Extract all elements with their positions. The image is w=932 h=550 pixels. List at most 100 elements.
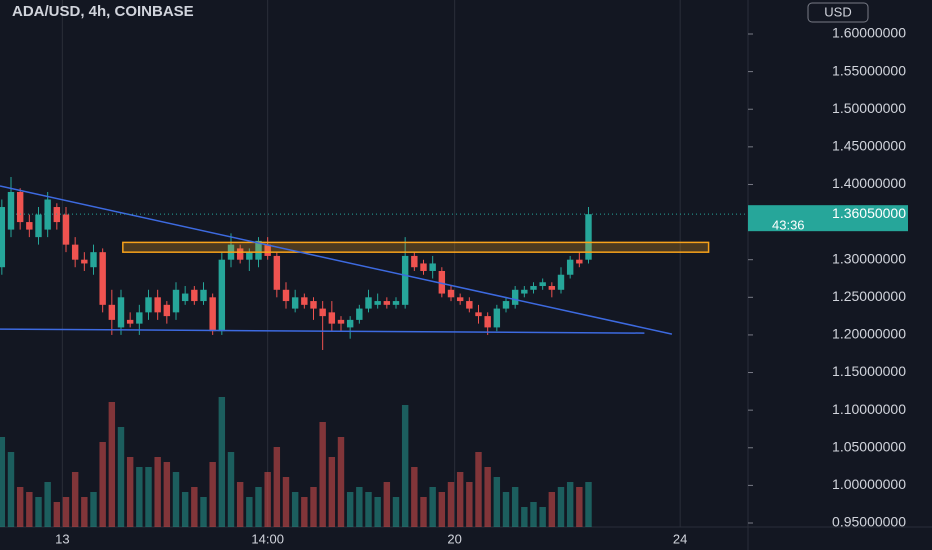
- volume-bar: [126, 457, 134, 527]
- candle-body: [246, 252, 253, 260]
- volume-bar: [227, 452, 235, 527]
- currency-button[interactable]: [807, 2, 869, 23]
- volume-bar: [502, 492, 510, 527]
- volume-bar: [301, 497, 308, 527]
- volume-bar: [172, 472, 180, 527]
- candle-body: [548, 286, 556, 290]
- y-tick-label: 1.10000000: [832, 401, 906, 417]
- candle-body: [383, 301, 391, 305]
- candle-body: [456, 297, 464, 302]
- volume-bar: [319, 422, 326, 527]
- volume-bar: [356, 487, 363, 527]
- candle-body: [273, 255, 281, 290]
- candle-body: [126, 319, 134, 324]
- volume-bar: [218, 397, 226, 527]
- candle-body: [117, 297, 125, 328]
- candle-body: [191, 289, 198, 302]
- candle-body: [99, 252, 106, 305]
- x-tick-label: 24: [673, 531, 687, 546]
- volume-bar: [475, 452, 482, 527]
- volume-bar: [145, 467, 152, 527]
- candle-body: [154, 297, 161, 313]
- last-price-label: 1.36050000: [832, 205, 906, 221]
- candle-body: [438, 270, 446, 294]
- candle-body: [539, 282, 546, 287]
- candle-body: [319, 308, 326, 317]
- volume-bar: [136, 467, 143, 527]
- volume-bar: [466, 482, 473, 527]
- candle-body: [255, 240, 262, 260]
- volume-bar: [576, 487, 583, 527]
- candle-body: [218, 259, 226, 332]
- volume-bar: [566, 482, 574, 527]
- candle-body: [209, 297, 216, 332]
- candle-body: [447, 289, 455, 298]
- trendline: [0, 185, 673, 335]
- candle-body: [502, 301, 510, 309]
- volume-bar: [264, 472, 271, 527]
- volume-bar: [154, 457, 161, 527]
- candle-body: [484, 316, 491, 328]
- volume-bar: [16, 487, 24, 527]
- y-tick-label: 1.05000000: [832, 438, 906, 454]
- candle-body: [374, 301, 381, 305]
- candle-body: [71, 244, 79, 260]
- volume-bar: [0, 437, 6, 527]
- candle-body: [145, 297, 152, 313]
- candle-body: [236, 248, 244, 260]
- candle-body: [310, 301, 317, 309]
- candle-body: [557, 274, 565, 290]
- x-tick-label: 20: [447, 531, 461, 546]
- volume-bar: [181, 492, 189, 527]
- candle-body: [420, 263, 427, 271]
- candle-body: [90, 252, 97, 268]
- candle-body: [7, 191, 15, 230]
- candle-body: [365, 297, 372, 309]
- y-tick-label: 1.30000000: [832, 250, 906, 266]
- candle-body: [35, 214, 42, 238]
- volume-bar: [521, 507, 528, 527]
- volume-bar: [81, 497, 88, 527]
- volume-bar: [346, 492, 354, 527]
- candle-body: [200, 289, 207, 302]
- currency-label[interactable]: USD: [824, 4, 851, 19]
- volume-bar: [255, 487, 262, 527]
- candle-body: [26, 222, 33, 230]
- volume-bar: [53, 502, 61, 527]
- volume-bar: [438, 492, 446, 527]
- candle-body: [264, 244, 271, 256]
- volume-bar: [90, 492, 97, 527]
- candle-body: [466, 301, 473, 309]
- volume-bar: [511, 487, 519, 527]
- trendline: [0, 328, 645, 334]
- volume-bar: [447, 482, 455, 527]
- candle-body: [108, 304, 116, 320]
- volume-bar: [484, 467, 491, 527]
- candle-body: [585, 214, 592, 260]
- candle-body: [411, 255, 418, 268]
- candle-body: [429, 263, 436, 271]
- candle-body: [181, 293, 189, 302]
- y-tick-label: 1.25000000: [832, 288, 906, 304]
- volume-bar: [163, 462, 171, 527]
- volume-bar: [328, 457, 336, 527]
- candle-body: [530, 286, 537, 290]
- volume-bar: [26, 492, 33, 527]
- candle-body: [81, 259, 88, 264]
- volume-bar: [282, 477, 290, 527]
- volume-bar: [291, 492, 299, 527]
- y-tick-label: 1.40000000: [832, 175, 906, 191]
- volume-bar: [392, 497, 400, 527]
- y-tick-label: 1.00000000: [832, 476, 906, 492]
- candle-body: [392, 301, 400, 305]
- candle-body: [172, 289, 180, 313]
- volume-bar: [539, 507, 546, 527]
- candle-body: [0, 207, 6, 268]
- candle-body: [62, 214, 70, 245]
- volume-bar: [191, 487, 198, 527]
- candle-body: [401, 255, 409, 305]
- volume-bar: [374, 497, 381, 527]
- volume-bar: [246, 497, 253, 527]
- volume-bar: [401, 405, 409, 527]
- y-tick-label: 1.45000000: [832, 138, 906, 154]
